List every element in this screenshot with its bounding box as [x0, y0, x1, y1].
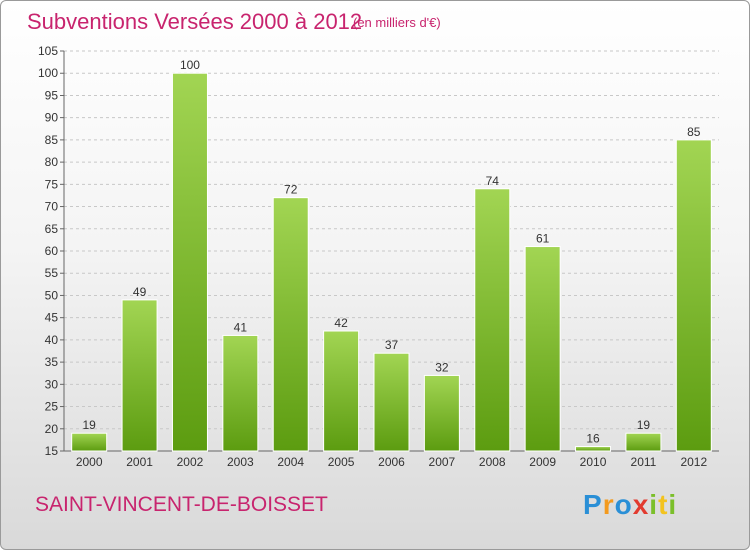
y-tick-label-35: 35 — [45, 355, 59, 369]
x-tick-label-2004: 2004 — [277, 455, 304, 469]
bar-2007 — [423, 374, 460, 452]
chart-title: Subventions Versées 2000 à 2012 — [27, 9, 363, 34]
value-label-2002: 100 — [180, 58, 200, 72]
bar-2009 — [524, 246, 561, 452]
y-tick-label-55: 55 — [45, 266, 59, 280]
logo-letter-x: x — [632, 489, 650, 520]
value-label-2000: 19 — [83, 418, 97, 432]
logo-letter-o: o — [614, 489, 633, 520]
y-tick-label-15: 15 — [45, 444, 59, 458]
x-tick-label-2008: 2008 — [479, 455, 506, 469]
y-tick-label-95: 95 — [45, 88, 59, 102]
value-label-2012: 85 — [687, 125, 701, 139]
x-tick-label-2007: 2007 — [429, 455, 456, 469]
y-tick-label-30: 30 — [45, 377, 59, 391]
value-label-2004: 72 — [284, 183, 298, 197]
proxiti-logo: Proxiti — [583, 489, 677, 521]
logo-letter-p: P — [583, 489, 603, 520]
y-tick-label-25: 25 — [45, 400, 59, 414]
value-label-2006: 37 — [385, 338, 399, 352]
bar-2010 — [575, 446, 612, 452]
x-tick-label-2000: 2000 — [76, 455, 103, 469]
bars — [71, 72, 712, 452]
bar-2012 — [675, 139, 712, 452]
x-tick-label-2005: 2005 — [328, 455, 355, 469]
y-tick-label-85: 85 — [45, 133, 59, 147]
y-tick-label-40: 40 — [45, 333, 59, 347]
x-tick-label-2002: 2002 — [177, 455, 204, 469]
logo-letter-i: i — [649, 489, 659, 520]
logo-letter-r: r — [602, 489, 615, 520]
bar-2001 — [121, 299, 158, 452]
y-tick-label-65: 65 — [45, 222, 59, 236]
y-tick-label-50: 50 — [45, 288, 59, 302]
value-labels: 19 49 100 41 72 42 37 32 74 61 16 19 85 — [83, 58, 701, 445]
y-tick-label-105: 105 — [38, 44, 58, 58]
value-label-2009: 61 — [536, 232, 550, 246]
value-label-2007: 32 — [435, 360, 449, 374]
y-tick-label-90: 90 — [45, 111, 59, 125]
y-tick-label-75: 75 — [45, 177, 59, 191]
logo-letter-i2: i — [668, 489, 678, 520]
x-tick-label-2006: 2006 — [378, 455, 405, 469]
x-tick-labels: 2000 2001 2002 2003 2004 2005 2006 2007 2008 2009… — [76, 455, 708, 469]
value-label-2010: 16 — [586, 432, 600, 446]
bar-2006 — [373, 352, 410, 452]
value-label-2011: 19 — [637, 418, 651, 432]
x-tick-label-2003: 2003 — [227, 455, 254, 469]
x-tick-label-2001: 2001 — [126, 455, 153, 469]
bar-2003 — [222, 334, 259, 452]
y-tick-label-20: 20 — [45, 422, 59, 436]
value-label-2001: 49 — [133, 285, 147, 299]
x-tick-label-2009: 2009 — [529, 455, 556, 469]
value-label-2008: 74 — [486, 174, 500, 188]
bar-2008 — [474, 188, 511, 452]
y-tick-label-60: 60 — [45, 244, 59, 258]
bar-2002 — [171, 72, 208, 452]
value-label-2003: 41 — [234, 320, 248, 334]
bar-2004 — [272, 197, 309, 452]
bar-2005 — [323, 330, 360, 452]
x-tick-label-2012: 2012 — [680, 455, 707, 469]
x-tick-label-2010: 2010 — [580, 455, 607, 469]
bar-2000 — [71, 432, 108, 452]
y-tick-label-100: 100 — [38, 66, 58, 80]
value-label-2005: 42 — [334, 316, 348, 330]
y-tick-labels: 15 20 25 30 35 40 45 50 55 60 65 70 75 80 85 90 95 100 105 — [38, 44, 58, 458]
y-tick-label-70: 70 — [45, 200, 59, 214]
y-tick-label-45: 45 — [45, 311, 59, 325]
chart-subtitle: (en milliers d'€) — [353, 15, 441, 30]
commune-name: SAINT-VINCENT-DE-BOISSET — [35, 493, 328, 516]
x-tick-label-2011: 2011 — [631, 455, 657, 469]
bar-2011 — [625, 432, 662, 452]
logo-letter-t: t — [658, 489, 669, 520]
y-tick-label-80: 80 — [45, 155, 59, 169]
